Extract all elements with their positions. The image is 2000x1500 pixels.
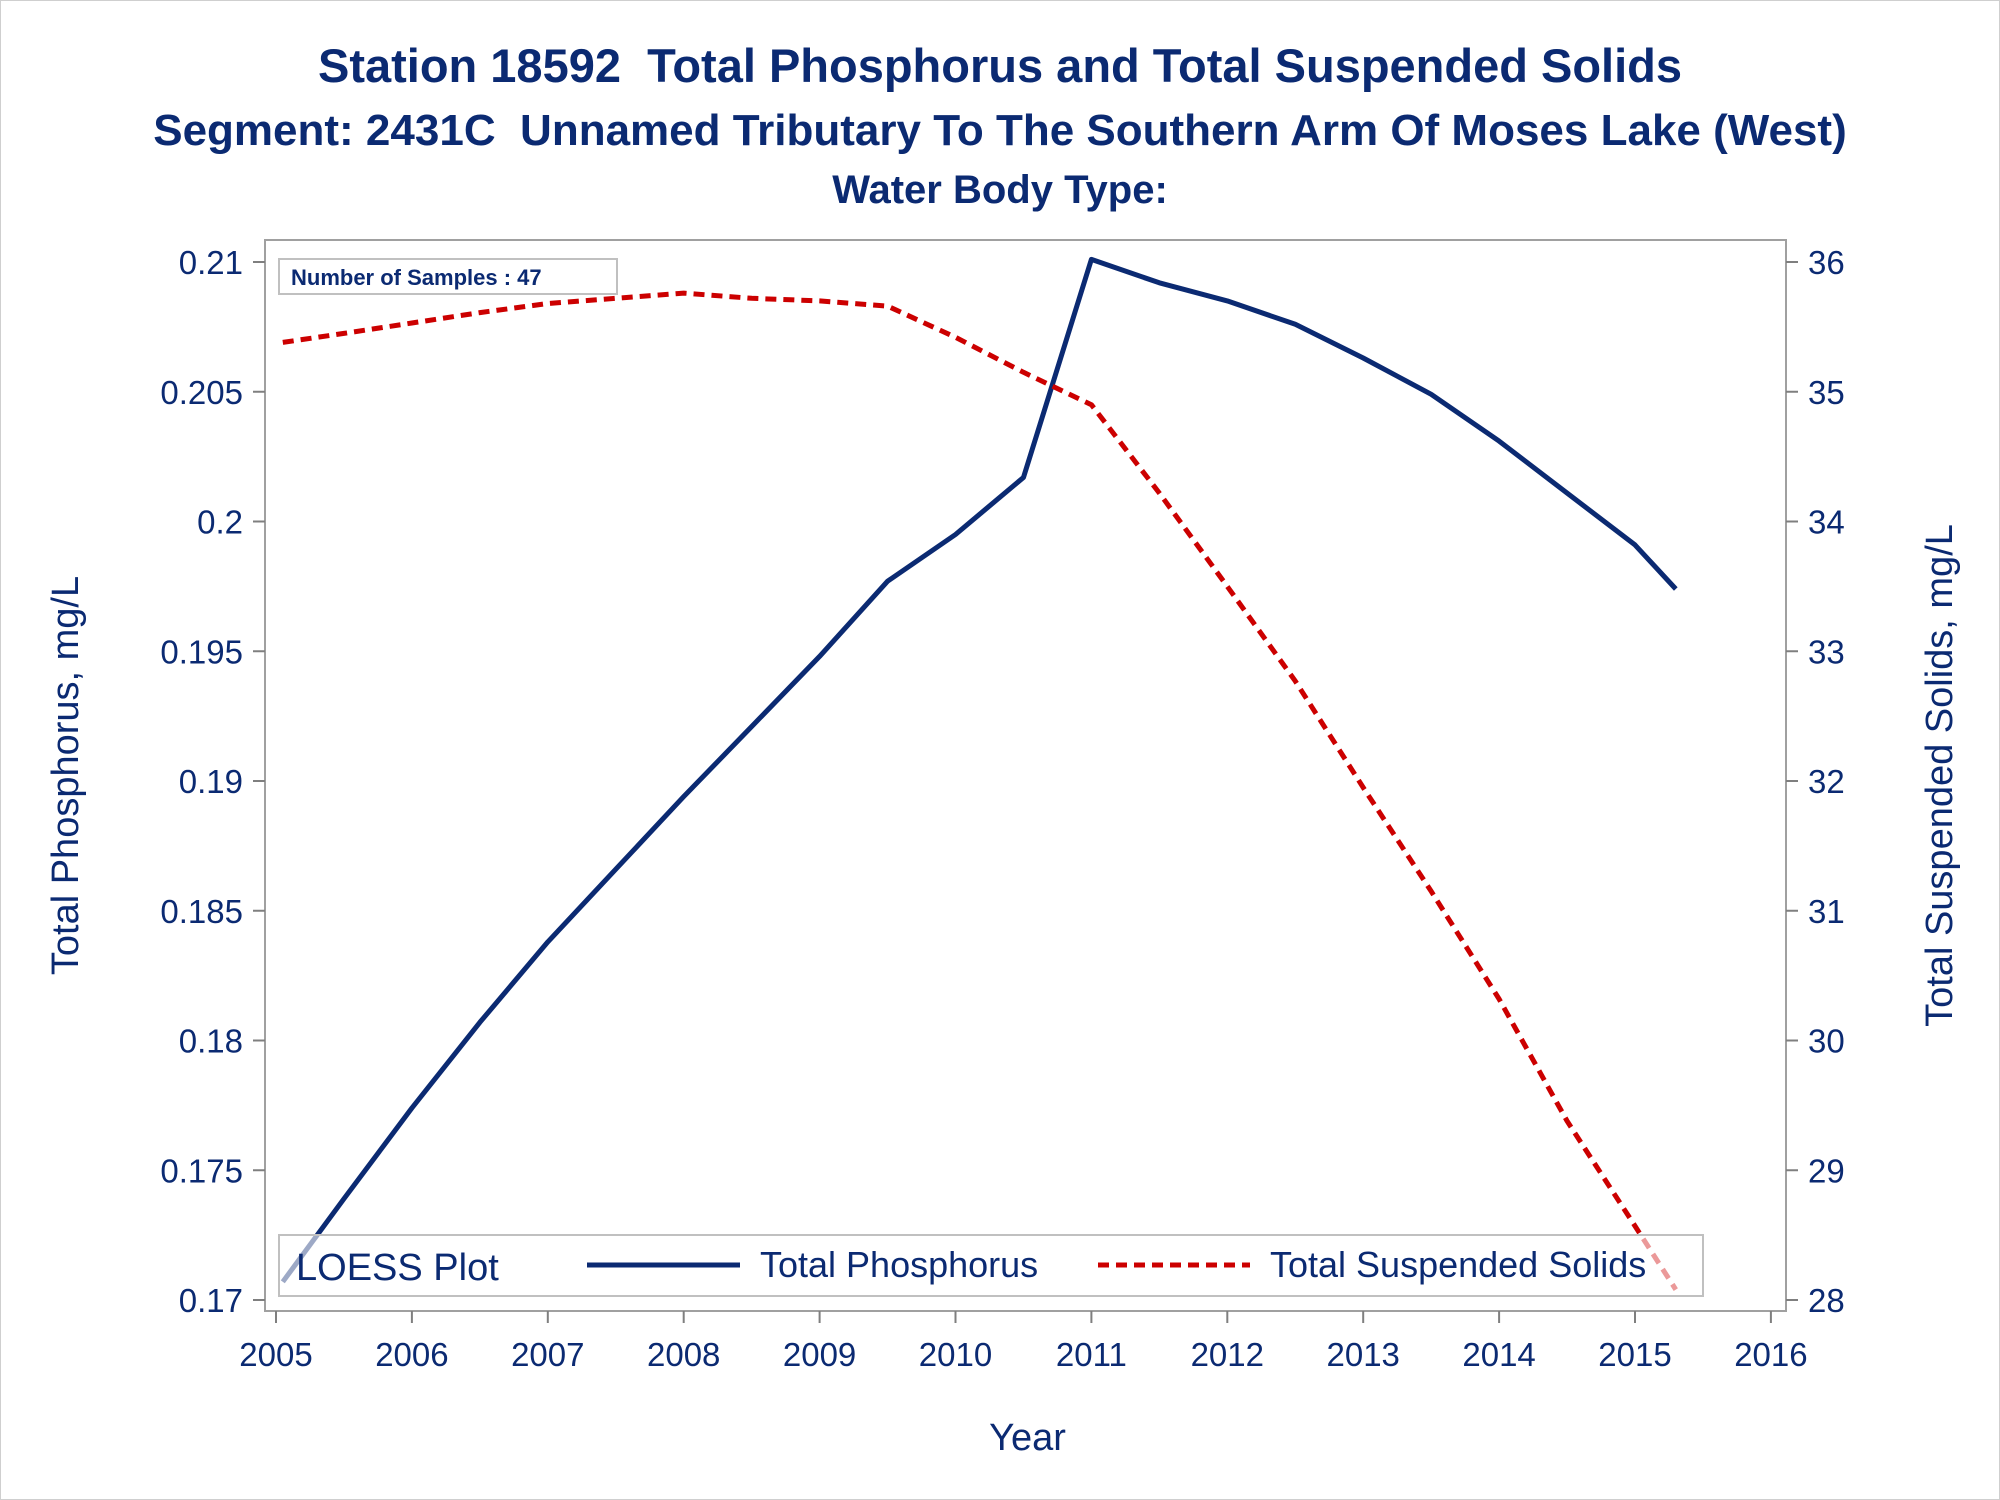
- legend-title: LOESS Plot: [296, 1247, 499, 1289]
- x-tick-label: 2016: [1734, 1336, 1807, 1373]
- y-right-tick-label: 28: [1808, 1282, 1845, 1319]
- y-left-tick-label: 0.205: [160, 374, 243, 411]
- y-left-tick-label: 0.17: [179, 1282, 243, 1319]
- plot-area-border: [264, 239, 1787, 1312]
- x-axis-title: Year: [989, 1417, 1066, 1459]
- series-line-total-phosphorus: [280, 256, 1678, 1284]
- y-right-axis-title: Total Suspended Solids, mg/L: [1919, 524, 1961, 1027]
- y-right-tick-label: 30: [1808, 1023, 1845, 1060]
- y-right-tick-label: 35: [1808, 374, 1845, 411]
- legend-label-total-phosphorus: Total Phosphorus: [760, 1244, 1038, 1285]
- legend-box: [278, 1234, 1704, 1297]
- sample-count-label: Number of Samples : 47: [291, 265, 542, 290]
- y-right-tick-label: 33: [1808, 633, 1845, 670]
- y-left-tick-label: 0.175: [160, 1152, 243, 1189]
- y-right-tick-label: 31: [1808, 893, 1845, 930]
- y-left-tick-label: 0.195: [160, 633, 243, 670]
- chart-subtitle-water-body: Water Body Type:: [832, 168, 1168, 212]
- x-tick-label: 2014: [1462, 1336, 1535, 1373]
- x-tick-label: 2013: [1326, 1336, 1399, 1373]
- y-left-tick-label: 0.19: [179, 763, 243, 800]
- y-right-tick-label: 29: [1808, 1152, 1845, 1189]
- y-left-tick-label: 0.21: [179, 244, 243, 281]
- y-right-tick-label: 36: [1808, 244, 1845, 281]
- x-tick-label: 2010: [919, 1336, 992, 1373]
- sample-count-box: [278, 258, 618, 295]
- legend-label-total-suspended-solids: Total Suspended Solids: [1270, 1244, 1646, 1285]
- x-tick-label: 2015: [1598, 1336, 1671, 1373]
- y-left-tick-label: 0.18: [179, 1023, 243, 1060]
- x-tick-label: 2007: [511, 1336, 584, 1373]
- series-line-total-suspended-solids: [282, 290, 1678, 1291]
- x-tick-label: 2005: [239, 1336, 312, 1373]
- x-tick-label: 2008: [647, 1336, 720, 1373]
- chart-subtitle: Segment: 2431C Unnamed Tributary To The …: [153, 106, 1847, 155]
- x-tick-label: 2011: [1056, 1336, 1127, 1373]
- x-tick-label: 2009: [783, 1336, 856, 1373]
- y-right-tick-label: 32: [1808, 763, 1845, 800]
- y-left-tick-label: 0.185: [160, 893, 243, 930]
- y-right-tick-label: 34: [1808, 504, 1845, 541]
- chart-title: Station 18592 Total Phosphorus and Total…: [317, 39, 1683, 92]
- x-tick-label: 2006: [375, 1336, 448, 1373]
- x-tick-label: 2012: [1191, 1336, 1264, 1373]
- y-left-axis-title: Total Phosphorus, mg/L: [45, 576, 87, 975]
- y-left-tick-label: 0.2: [197, 504, 243, 541]
